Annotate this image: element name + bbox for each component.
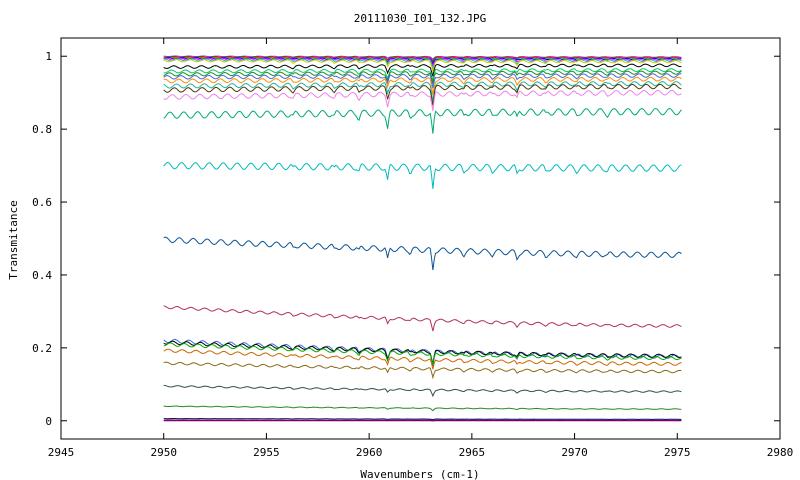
y-axis-label: Transmitance [7, 200, 20, 279]
spectrum-series-20 [163, 338, 682, 367]
spectrum-series-27 [163, 418, 682, 421]
spectrum-series-11 [163, 73, 682, 89]
x-tick-label: 2950 [150, 446, 177, 459]
spectrum-series-14 [163, 83, 682, 106]
x-tick-label: 2965 [459, 446, 486, 459]
series-layer [163, 55, 682, 422]
spectrum-series-26 [163, 405, 682, 412]
chart-title: 20111030_I01_132.JPG [354, 12, 486, 25]
spectrum-series-7 [163, 58, 682, 74]
spectrum-series-19 [163, 305, 682, 332]
spectrum-series-16 [163, 107, 682, 134]
spectrum-series-22 [163, 342, 682, 365]
y-tick-label: 0 [45, 415, 52, 428]
spectrum-series-25 [163, 384, 682, 398]
spectrum-series-10 [163, 70, 682, 84]
spectrum-series-21 [163, 340, 682, 364]
plot-frame [60, 37, 781, 440]
spectrum-series-15 [163, 89, 682, 111]
x-axis-label: Wavenumbers (cm-1) [360, 468, 479, 480]
spectrum-series-17 [163, 161, 682, 189]
y-tick-label: 0.4 [32, 269, 52, 282]
spectrum-series-13 [163, 80, 682, 102]
spectrum-series-24 [163, 361, 682, 380]
spectrum-series-8 [163, 63, 682, 77]
y-tick-label: 0.2 [32, 342, 52, 355]
spectrum-series-9 [163, 68, 682, 81]
tick-layer: 2945 2950 2955 2960 2965 2970 2975 2980 0 0.2 0.4 0… [32, 38, 793, 459]
spectrum-series-18 [163, 236, 682, 271]
spectrum-series-23 [163, 348, 682, 370]
y-tick-label: 0.8 [32, 123, 52, 136]
x-tick-label: 2975 [664, 446, 691, 459]
y-tick-label: 0.6 [32, 196, 52, 209]
x-tick-label: 2980 [767, 446, 794, 459]
x-tick-label: 2955 [253, 446, 280, 459]
x-tick-label: 2970 [561, 446, 588, 459]
y-tick-label: 1 [45, 50, 52, 63]
x-tick-label: 2960 [356, 446, 383, 459]
x-tick-label: 2945 [48, 446, 75, 459]
spectrum-series-12 [163, 76, 682, 95]
